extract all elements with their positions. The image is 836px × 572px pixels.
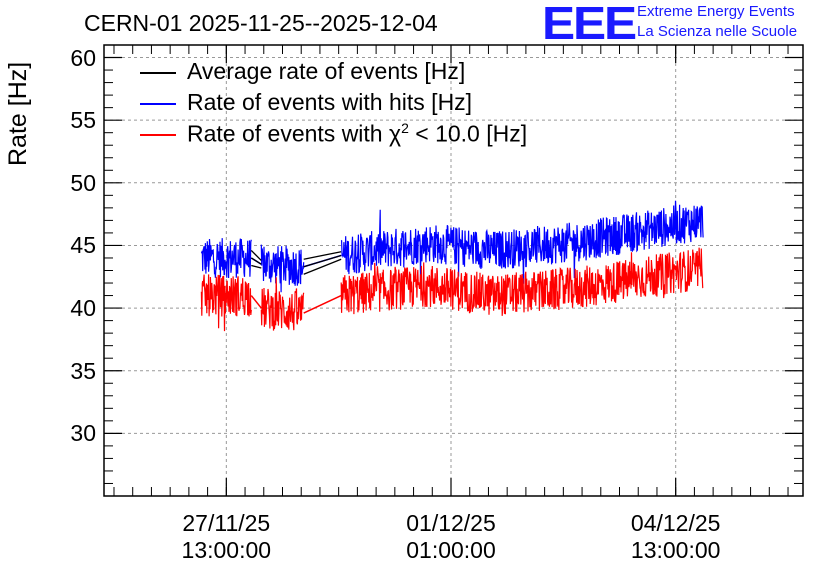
chi2-rate-segment-0: [200, 274, 252, 332]
legend-chi2-sup: 2: [401, 120, 409, 136]
average-rate-gap-bridge: [303, 258, 342, 275]
logo-line-1: Extreme Energy Events: [637, 3, 795, 20]
legend-label-chi2: Rate of events with χ2 < 10.0 [Hz]: [187, 120, 527, 148]
logo-line-2: La Scienza nelle Scuole: [637, 23, 798, 40]
series-chi2-rate: [200, 247, 704, 332]
legend-swatch-chi2: [140, 134, 176, 136]
chart-title: CERN-01 2025-11-25--2025-12-04: [84, 10, 438, 36]
x-tick-date-2: 04/12/25: [630, 510, 721, 536]
y-tick-label-40: 40: [70, 295, 96, 322]
average-rate-gap-bridge: [251, 264, 262, 269]
legend-swatch-average: [140, 72, 176, 74]
y-tick-label-60: 60: [70, 44, 96, 71]
x-tick-label-0: 27/11/25 13:00:00: [146, 510, 306, 564]
x-tick-date-1: 01/12/25: [406, 510, 496, 536]
y-tick-label-30: 30: [70, 420, 96, 447]
x-tick-label-2: 04/12/25 13:00:00: [596, 510, 756, 564]
hits-rate-segment-2: [340, 200, 704, 284]
x-tick-date-0: 27/11/25: [182, 510, 271, 536]
y-tick-label-35: 35: [70, 357, 96, 384]
x-tick-time-2: 13:00:00: [630, 537, 721, 563]
legend-label-average: Average rate of events [Hz]: [187, 58, 466, 84]
hits-rate-segment-0: [200, 238, 252, 279]
legend-swatch-hits: [140, 103, 176, 105]
legend-chi2-suffix: < 10.0 [Hz]: [408, 120, 528, 147]
legend-chi2-prefix: Rate of events with χ: [187, 120, 402, 147]
eee-logo: EEE: [542, 0, 637, 49]
chi2-rate-segment-1: [260, 277, 305, 331]
series-average-rate: [250, 249, 342, 275]
axis-ticks: [104, 44, 803, 496]
average-rate-gap-bridge: [250, 257, 262, 265]
x-tick-time-0: 13:00:00: [181, 537, 272, 563]
y-tick-label-55: 55: [70, 107, 96, 134]
average-rate-gap-bridge: [303, 254, 342, 268]
y-axis-label: Rate [Hz]: [4, 61, 32, 166]
average-rate-gap-bridge: [250, 249, 262, 261]
x-tick-time-1: 01:00:00: [406, 537, 496, 563]
legend-label-hits: Rate of events with hits [Hz]: [187, 89, 473, 115]
y-tick-label-50: 50: [70, 169, 96, 196]
x-tick-label-1: 01/12/25 01:00:00: [371, 510, 531, 564]
y-tick-label-45: 45: [70, 232, 96, 259]
chi2-rate-segment-2: [340, 247, 704, 316]
hits-rate-segment-1: [260, 244, 305, 293]
chi2-rate-gap-bridge: [250, 295, 262, 309]
chi2-rate-gap-bridge: [303, 294, 342, 314]
average-rate-gap-bridge: [303, 251, 342, 260]
